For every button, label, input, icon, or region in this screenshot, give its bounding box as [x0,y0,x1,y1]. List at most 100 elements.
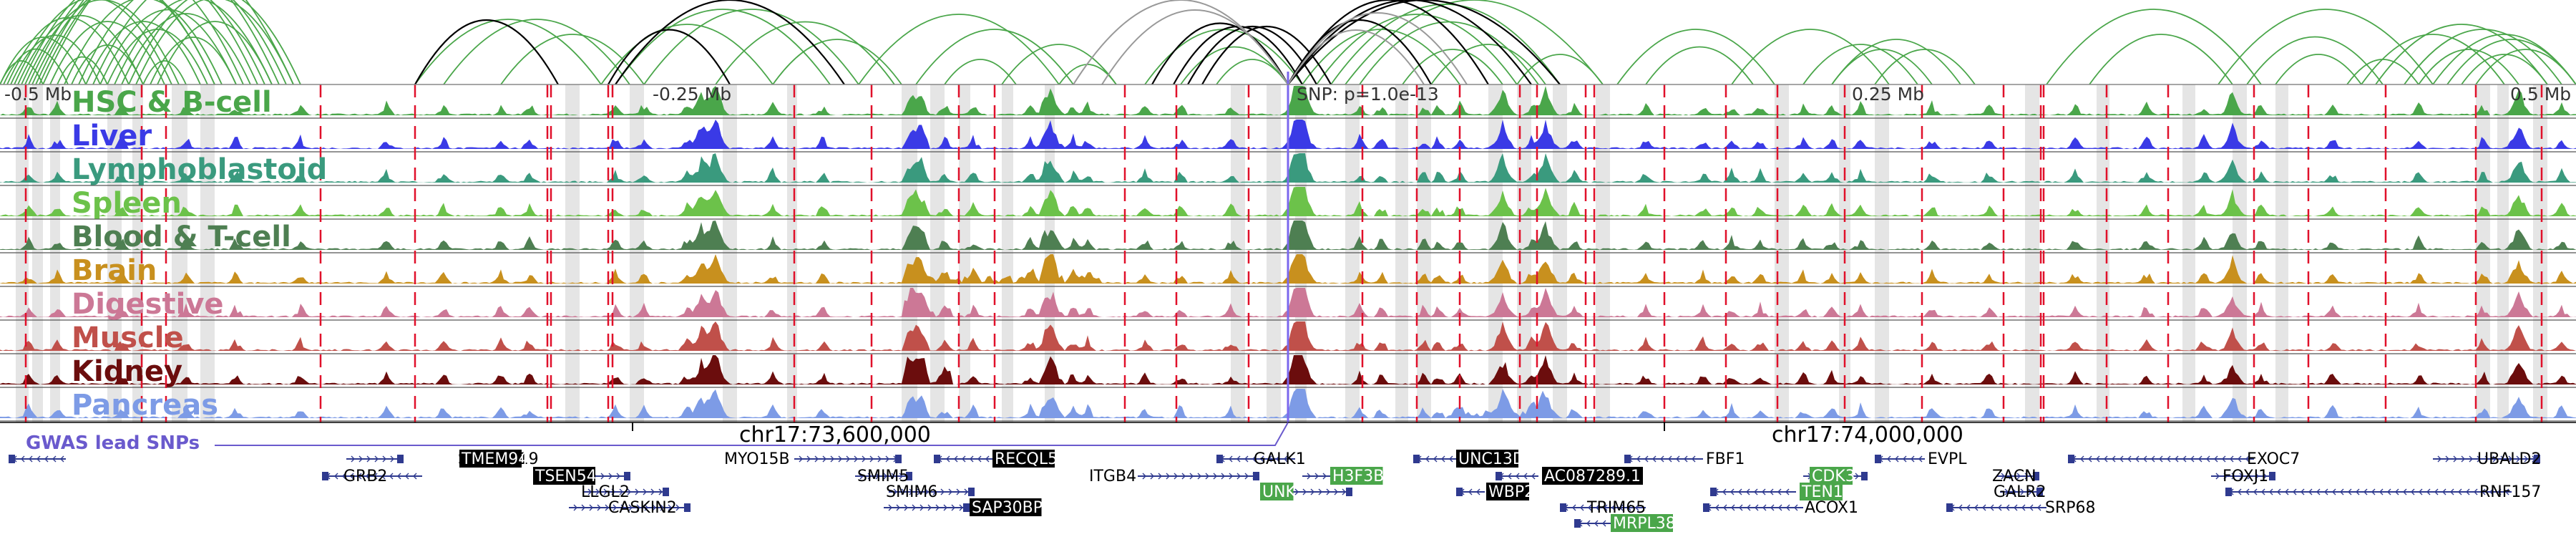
strand-arrow [1636,455,1641,463]
strand-arrow [1998,504,2002,511]
shaded-region [1231,84,1245,422]
strand-arrow [970,455,974,463]
green-loop-arc [1616,29,1775,85]
green-loop-arc [915,29,1074,85]
strand-arrow [904,504,908,511]
gene-smim6: SMIM6 [886,483,975,501]
gene-highlight-box [1330,467,1383,485]
black-loop-arc [1287,0,1561,85]
strand-arrow [1244,455,1249,463]
strand-arrow [2135,455,2140,463]
strand-arrow [854,455,858,463]
gene-cdk3: CDK3 [1803,467,1868,485]
strand-arrow [948,488,952,495]
strand-arrow [620,504,625,511]
strand-arrow [919,504,924,511]
strand-arrow [1221,473,1225,480]
strand-arrow [869,455,874,463]
strand-arrow [1974,504,1979,511]
strand-arrow [1722,488,1727,495]
green-loop-arc [2475,49,2576,85]
gene-label: RECQL5 [995,450,1058,468]
shaded-region [2497,84,2509,422]
scale-label-minus-quarter: -0.25 Mb [653,84,731,105]
gene-exon [663,488,669,496]
strand-arrow [2112,455,2116,463]
strand-arrow [2348,488,2352,495]
strand-arrow [603,488,608,495]
strand-arrow [1236,473,1241,480]
gene-label: TMEM94 [461,450,528,468]
green-loop-arc [42,0,294,85]
strand-arrow [2006,504,2010,511]
gene-label: AC087289.1 [1544,468,1641,485]
strand-arrow [2516,455,2520,463]
track-label: HSC & B-cell [72,86,272,119]
black-loop-arc [1201,25,1332,85]
strand-arrow [2474,488,2478,495]
chromatin-loop-arcs [0,0,2576,85]
strand-arrow [1284,455,1288,463]
strand-arrow [2238,488,2242,495]
strand-arrow [1260,455,1264,463]
green-loop-arc [772,39,902,85]
strand-arrow [1903,455,1907,463]
shaded-region [959,84,970,422]
shaded-region [565,84,580,422]
gene-exon [968,488,975,496]
strand-arrow [846,455,850,463]
strand-arrow [587,488,592,495]
strand-arrow [2029,504,2034,511]
gene-exon [322,472,328,480]
gene-highlight-box [970,498,1042,516]
strand-arrow [2080,455,2084,463]
gene-exon [1346,488,1352,496]
gene-label: UBALD2 [2477,450,2541,468]
green-loop-arc [2275,54,2362,85]
gene-label: SMIM6 [886,483,937,501]
strand-arrow [1786,504,1790,511]
gene-galr2: GALR2 [1994,483,2046,501]
gene-label: ACOX1 [1805,499,1858,517]
strand-arrow [1276,455,1280,463]
gene-highlight-box [1542,467,1643,485]
gene-label: TEN1 [1801,483,1843,501]
coordinate-label-right: chr17:74,000,000 [1772,422,1963,448]
strand-arrow [2028,488,2032,495]
green-loop-arc [600,24,774,85]
strand-arrow [2403,488,2407,495]
gene-exon [1946,503,1953,512]
strand-arrow [390,455,394,463]
strand-arrow [814,455,819,463]
strand-arrow [650,488,655,495]
shaded-region [32,84,43,422]
signal-profile [0,187,2576,216]
strand-arrow [2482,488,2486,495]
strand-arrow [2088,455,2092,463]
strand-arrow [2253,488,2258,495]
green-loop-arc [443,19,630,85]
strand-arrow [1531,473,1536,480]
green-loop-arc [2375,24,2548,85]
shaded-region [2182,84,2195,422]
gray-loop-arc [1287,29,1425,85]
strand-arrow [2301,488,2305,495]
strand-arrow [1476,488,1480,495]
strand-arrow [1982,504,1986,511]
gene-exon [1456,488,1463,496]
strand-arrow [29,455,33,463]
genomic-coordinates: chr17:73,600,000 chr17:74,000,000 [0,422,2576,448]
track-label: Liver [72,120,152,153]
strand-arrow [644,504,648,511]
green-loop-arc [2361,34,2505,85]
green-loop-arc [121,13,251,85]
strand-arrow [935,504,940,511]
gene-annotation-track: SLC25A19GRB2TMEM94TSEN54LLGL2CASKIN2MYO1… [9,450,2541,533]
strand-arrow [912,504,916,511]
strand-arrow [946,455,950,463]
strand-arrow [2004,488,2009,495]
gene-highlight-box [1456,450,1518,468]
strand-arrow [1958,504,1963,511]
gene-label: MRPL38 [1613,515,1676,533]
strand-arrow [2492,455,2497,463]
